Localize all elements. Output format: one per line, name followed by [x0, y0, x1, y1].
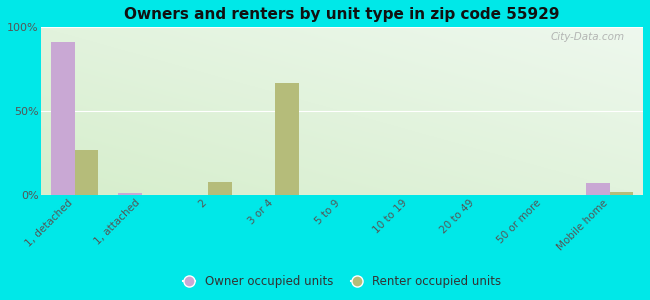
Bar: [276, 82, 299, 195]
Bar: [51, 42, 75, 195]
Bar: [586, 183, 610, 195]
Title: Owners and renters by unit type in zip code 55929: Owners and renters by unit type in zip c…: [124, 7, 560, 22]
Bar: [118, 193, 142, 195]
Text: City-Data.com: City-Data.com: [551, 32, 625, 42]
Bar: [75, 150, 98, 195]
Legend: Owner occupied units, Renter occupied units: Owner occupied units, Renter occupied un…: [179, 271, 506, 293]
Bar: [610, 192, 633, 195]
Bar: [209, 182, 232, 195]
